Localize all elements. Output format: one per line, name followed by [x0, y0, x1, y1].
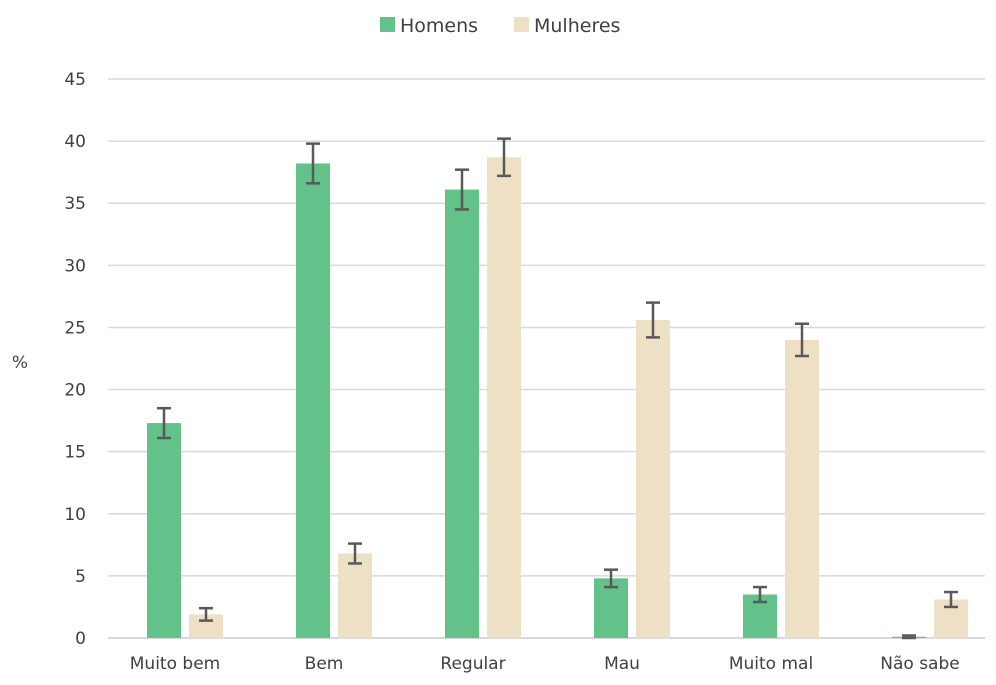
- error-bar-homens-2: [455, 168, 469, 211]
- error-bar-mulheres-4: [795, 322, 809, 358]
- legend-label: Homens: [400, 15, 478, 37]
- y-tick-label-15: 15: [64, 443, 86, 463]
- y-tick-label-20: 20: [64, 381, 86, 401]
- legend-item-homens: Homens: [380, 15, 478, 37]
- error-bar-homens-1: [306, 142, 320, 185]
- legend-swatch: [380, 17, 395, 32]
- bar-homens-1: [296, 163, 330, 638]
- y-tick-label-40: 40: [64, 132, 86, 152]
- error-bar-homens-3: [604, 568, 618, 589]
- gridlines: [108, 78, 985, 639]
- error-bar-mulheres-5: [944, 590, 958, 609]
- bar-mulheres-1: [338, 553, 372, 638]
- category-label-5: Não sabe: [880, 654, 959, 674]
- bar-homens-0: [147, 423, 181, 638]
- legend-item-mulheres: Mulheres: [514, 15, 620, 37]
- y-tick-label-5: 5: [75, 567, 86, 587]
- category-label-3: Mau: [604, 654, 640, 674]
- error-bar-mulheres-0: [199, 606, 213, 622]
- category-label-0: Muito bem: [130, 654, 220, 674]
- y-tick-label-10: 10: [64, 505, 86, 525]
- category-label-2: Regular: [440, 654, 505, 674]
- y-tick-label-25: 25: [64, 318, 86, 338]
- x-axis-category-labels: Muito bem Bem Regular Mau Muito mal Não sabe: [130, 654, 960, 674]
- error-bar-mulheres-1: [348, 542, 362, 565]
- bar-mulheres-4: [785, 339, 819, 638]
- error-bar-mulheres-3: [646, 301, 660, 339]
- error-bar-homens-5: [902, 634, 916, 640]
- y-axis-tick-labels: 0 5 10 15 20 25 30 35 40 45: [64, 70, 86, 649]
- error-bar-homens-4: [753, 585, 767, 604]
- error-bar-mulheres-2: [497, 137, 511, 178]
- error-bars: [157, 137, 958, 640]
- legend-label: Mulheres: [534, 15, 620, 37]
- bar-mulheres-0: [189, 614, 223, 638]
- bar-mulheres-3: [636, 319, 670, 638]
- y-axis-label: %: [12, 353, 28, 373]
- legend: Homens Mulheres: [380, 15, 620, 37]
- y-tick-label-35: 35: [64, 194, 86, 214]
- bar-homens-2: [445, 189, 479, 638]
- category-label-1: Bem: [305, 654, 344, 674]
- bar-mulheres-2: [487, 157, 521, 638]
- y-tick-label-30: 30: [64, 256, 86, 276]
- error-bar-homens-0: [157, 406, 171, 440]
- category-label-4: Muito mal: [729, 654, 813, 674]
- y-tick-label-0: 0: [75, 629, 86, 649]
- legend-swatch: [514, 17, 529, 32]
- bars: [147, 157, 968, 638]
- y-tick-label-45: 45: [64, 70, 86, 90]
